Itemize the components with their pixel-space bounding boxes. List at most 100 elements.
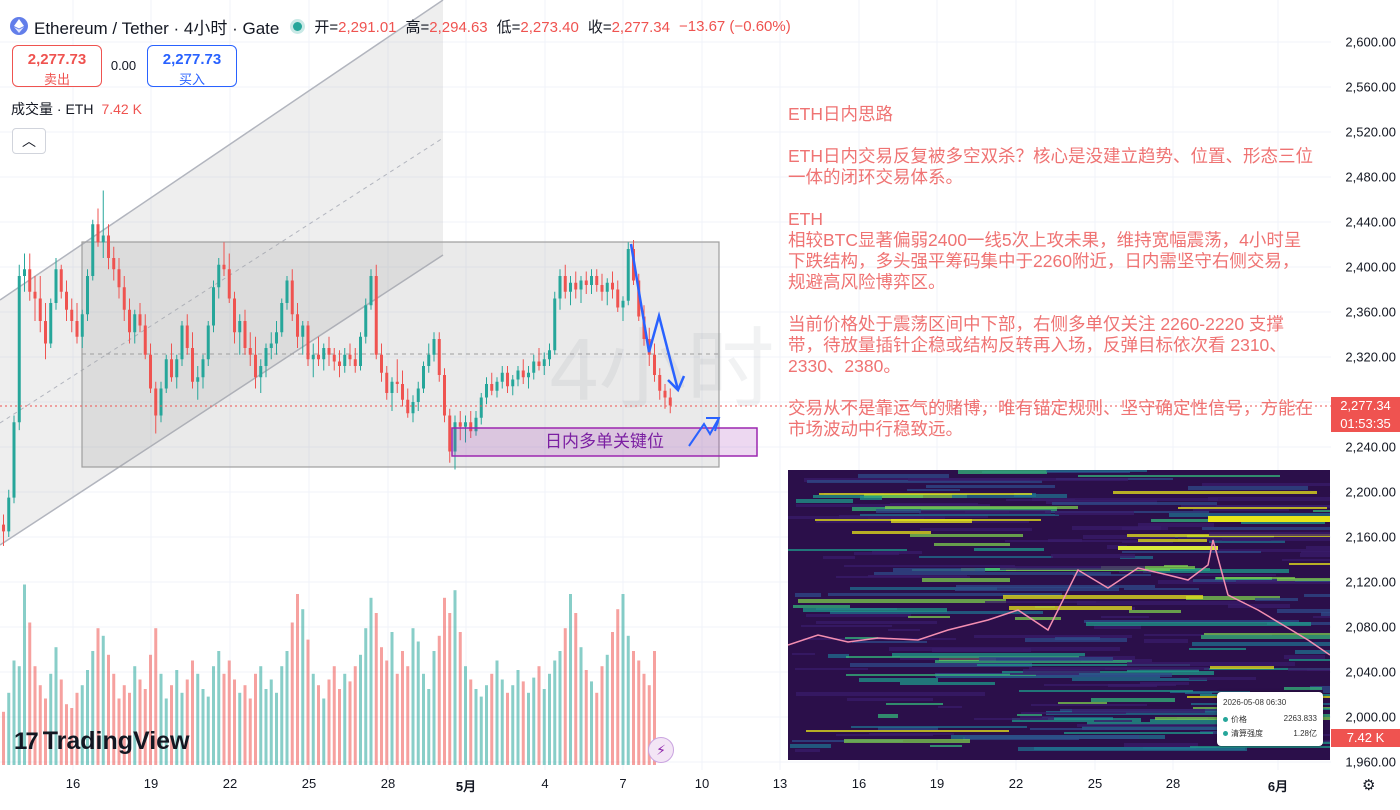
heatmap-band bbox=[1192, 642, 1355, 646]
volume-indicator-value: 7.42 K bbox=[101, 101, 142, 117]
buy-button[interactable]: 2,277.73 买入 bbox=[147, 45, 237, 87]
volume-indicator-legend[interactable]: 成交量 · ETH 7.42 K bbox=[11, 99, 142, 119]
volume-bar bbox=[75, 692, 79, 765]
ohlc-low: 低=2,273.40 bbox=[496, 18, 579, 36]
chevron-up-icon: ︿ bbox=[22, 133, 36, 149]
candle-body bbox=[311, 354, 315, 360]
candle-body bbox=[395, 381, 399, 384]
volume-bar bbox=[479, 696, 483, 765]
heatmap-price-line bbox=[787, 539, 1331, 656]
date-axis-label: 28 bbox=[380, 776, 396, 791]
volume-bar bbox=[28, 622, 32, 765]
volume-bar bbox=[154, 628, 158, 765]
buy-price: 2,277.73 bbox=[162, 51, 222, 68]
heatmap-band bbox=[893, 568, 985, 572]
candle-body bbox=[385, 372, 389, 393]
volume-bar bbox=[374, 613, 378, 765]
volume-bar bbox=[621, 594, 625, 765]
heatmap-band bbox=[1094, 720, 1132, 723]
price-axis-label: 2,400.00 bbox=[1345, 259, 1396, 275]
heatmap-band bbox=[1046, 470, 1147, 472]
note-paragraph-2: 相较BTC显著偏弱2400一线5次上攻未果，维持宽幅震荡，4小时呈下跌结构，多头… bbox=[788, 230, 1302, 292]
volume-bar bbox=[238, 692, 242, 765]
volume-bar bbox=[164, 698, 168, 765]
heatmap-band bbox=[1185, 692, 1212, 694]
heatmap-band bbox=[816, 621, 937, 624]
volume-bar bbox=[285, 651, 289, 765]
volume-bar bbox=[117, 698, 121, 765]
heatmap-band bbox=[1078, 475, 1280, 477]
heatmap-band bbox=[934, 543, 1010, 546]
volume-bar bbox=[464, 666, 467, 765]
candle-body bbox=[227, 269, 231, 299]
candle-body bbox=[143, 325, 147, 355]
heatmap-band bbox=[1073, 574, 1151, 576]
candle-body bbox=[217, 264, 221, 288]
candle-body bbox=[306, 325, 310, 360]
volume-bar bbox=[632, 651, 635, 765]
candle-body bbox=[264, 348, 268, 366]
candle-body bbox=[458, 422, 462, 427]
lightning-icon[interactable]: ⚡ bbox=[648, 737, 674, 763]
volume-bar bbox=[458, 632, 462, 765]
price-axis-label: 2,320.00 bbox=[1345, 349, 1396, 365]
gear-icon[interactable]: ⚙ bbox=[1362, 777, 1376, 794]
heatmap-band bbox=[979, 657, 1113, 661]
heatmap-band bbox=[1120, 556, 1153, 559]
volume-bar bbox=[269, 679, 273, 765]
volume-bar bbox=[348, 681, 352, 765]
price-axis-label: 2,360.00 bbox=[1345, 304, 1396, 320]
volume-bar bbox=[49, 673, 53, 765]
heatmap-band bbox=[890, 503, 978, 505]
heatmap-band bbox=[1289, 659, 1349, 661]
heatmap-band bbox=[1295, 650, 1334, 654]
candle-body bbox=[390, 381, 394, 393]
heatmap-band bbox=[1108, 684, 1157, 687]
candle-body bbox=[301, 325, 305, 337]
heatmap-band bbox=[1209, 532, 1381, 536]
heatmap-band bbox=[795, 668, 868, 670]
volume-bar bbox=[33, 666, 37, 765]
date-axis-label: 4 bbox=[541, 776, 549, 791]
volume-bar bbox=[390, 632, 394, 765]
heatmap-band bbox=[1091, 698, 1175, 702]
candle-body bbox=[191, 348, 194, 382]
heatmap-band bbox=[844, 739, 970, 743]
heatmap-band bbox=[796, 504, 990, 507]
heatmap-band bbox=[823, 556, 855, 559]
candle-body bbox=[196, 377, 200, 382]
symbol-title[interactable]: Ethereum / Tether · 4小时 · Gate bbox=[34, 18, 280, 38]
volume-bar bbox=[353, 666, 357, 765]
ohlc-close: 收=2,277.34 bbox=[587, 18, 670, 36]
heatmap-band bbox=[1301, 551, 1400, 553]
candle-body bbox=[464, 422, 467, 427]
candle-body bbox=[595, 276, 599, 285]
volume-bar bbox=[422, 673, 425, 765]
collapse-legend-button[interactable]: ︿ bbox=[12, 128, 46, 154]
candle-body bbox=[364, 305, 368, 337]
heatmap-band bbox=[900, 682, 995, 685]
volume-bar bbox=[233, 679, 236, 765]
heatmap-band bbox=[974, 548, 1044, 551]
volume-bar bbox=[243, 685, 247, 765]
sell-button[interactable]: 2,277.73 卖出 bbox=[12, 45, 102, 87]
price-axis[interactable]: 2,600.00 2,560.00 2,520.00 2,480.00 2,440.00… bbox=[1331, 0, 1400, 810]
note-paragraph-1: ETH日内交易反复被多空双杀？核心是没建立趋势、位置、形态三位一体的闭环交易体系… bbox=[788, 146, 1313, 187]
candle-body bbox=[474, 417, 478, 432]
volume-bar bbox=[38, 685, 42, 765]
heatmap-band bbox=[1129, 610, 1181, 613]
candle-body bbox=[138, 314, 142, 326]
heatmap-band bbox=[885, 506, 1078, 509]
heatmap-band bbox=[868, 575, 967, 577]
candle-body bbox=[406, 399, 410, 414]
candle-body bbox=[416, 388, 420, 402]
volume-bar bbox=[474, 689, 478, 765]
heatmap-band bbox=[1031, 704, 1147, 706]
heatmap-band bbox=[1284, 655, 1325, 659]
heatmap-band bbox=[1189, 648, 1246, 650]
heatmap-band bbox=[874, 572, 1111, 575]
heatmap-band bbox=[1163, 574, 1276, 576]
tradingview-logo[interactable]: 17 TradingView bbox=[14, 727, 190, 755]
candle-body bbox=[149, 354, 152, 389]
